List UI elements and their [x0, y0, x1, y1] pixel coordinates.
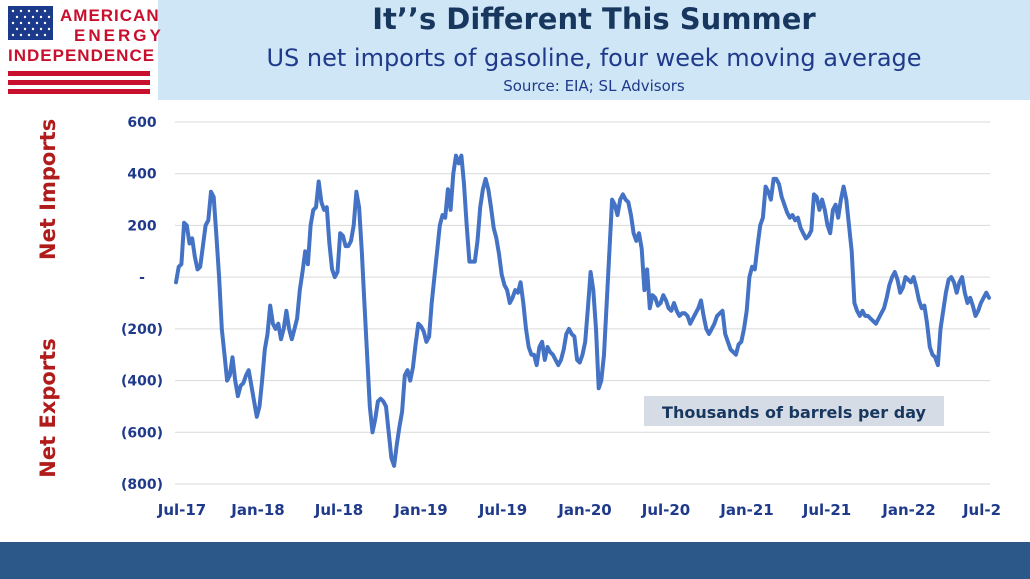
x-tick-label: Jan-18: [230, 501, 284, 519]
x-tick-label: Jul-20: [641, 501, 691, 519]
footer-bar: [0, 542, 1030, 579]
x-axis-ticks: Jul-17 Jan-18 Jul-18 Jan-19 Jul-19 Jan-20 Jul-…: [157, 501, 1001, 519]
y-tick-label: (400): [121, 374, 163, 390]
net-imports-series-line: [174, 153, 991, 468]
logo-line-2: ENERGY: [74, 26, 164, 45]
logo-line-3: INDEPENDENCE: [8, 46, 156, 65]
header-banner: [158, 0, 1030, 100]
x-tick-label: Jul-2: [962, 501, 1001, 519]
y-tick-label: 600: [127, 115, 156, 131]
y-tick-label: (600): [121, 425, 163, 441]
unit-label-box: [644, 396, 944, 426]
y-tick-label: (200): [121, 322, 163, 338]
gasoline-net-imports-chart: 600 400 200 - (200) (400) (600) (800) Jul-17 Jan…: [121, 115, 1001, 519]
logo-line-1: AMERICAN: [60, 6, 160, 25]
y-axis-ticks: 600 400 200 - (200) (400) (600) (800): [121, 115, 163, 493]
chart-title: It’’s Different This Summer: [372, 2, 816, 36]
american-flag-icon: [8, 6, 150, 94]
logo: AMERICAN ENERGY INDEPENDENCE: [0, 0, 161, 100]
x-tick-label: Jul-18: [314, 501, 364, 519]
unit-label: Thousands of barrels per day: [662, 403, 926, 422]
flag-stars: [11, 9, 51, 37]
x-tick-label: Jul-17: [157, 501, 207, 519]
x-tick-label: Jan-19: [393, 501, 447, 519]
x-tick-label: Jan-21: [719, 501, 773, 519]
y-tick-label: -: [139, 270, 145, 286]
y-tick-label: (800): [121, 477, 163, 493]
x-tick-label: Jan-22: [881, 501, 935, 519]
x-tick-label: Jan-20: [557, 501, 611, 519]
y-tick-label: 400: [127, 167, 156, 183]
chart-source: Source: EIA; SL Advisors: [503, 77, 685, 95]
chart-subtitle: US net imports of gasoline, four week mo…: [266, 44, 922, 72]
y-tick-label: 200: [127, 218, 156, 234]
x-tick-label: Jul-19: [478, 501, 528, 519]
x-tick-label: Jul-21: [802, 501, 852, 519]
